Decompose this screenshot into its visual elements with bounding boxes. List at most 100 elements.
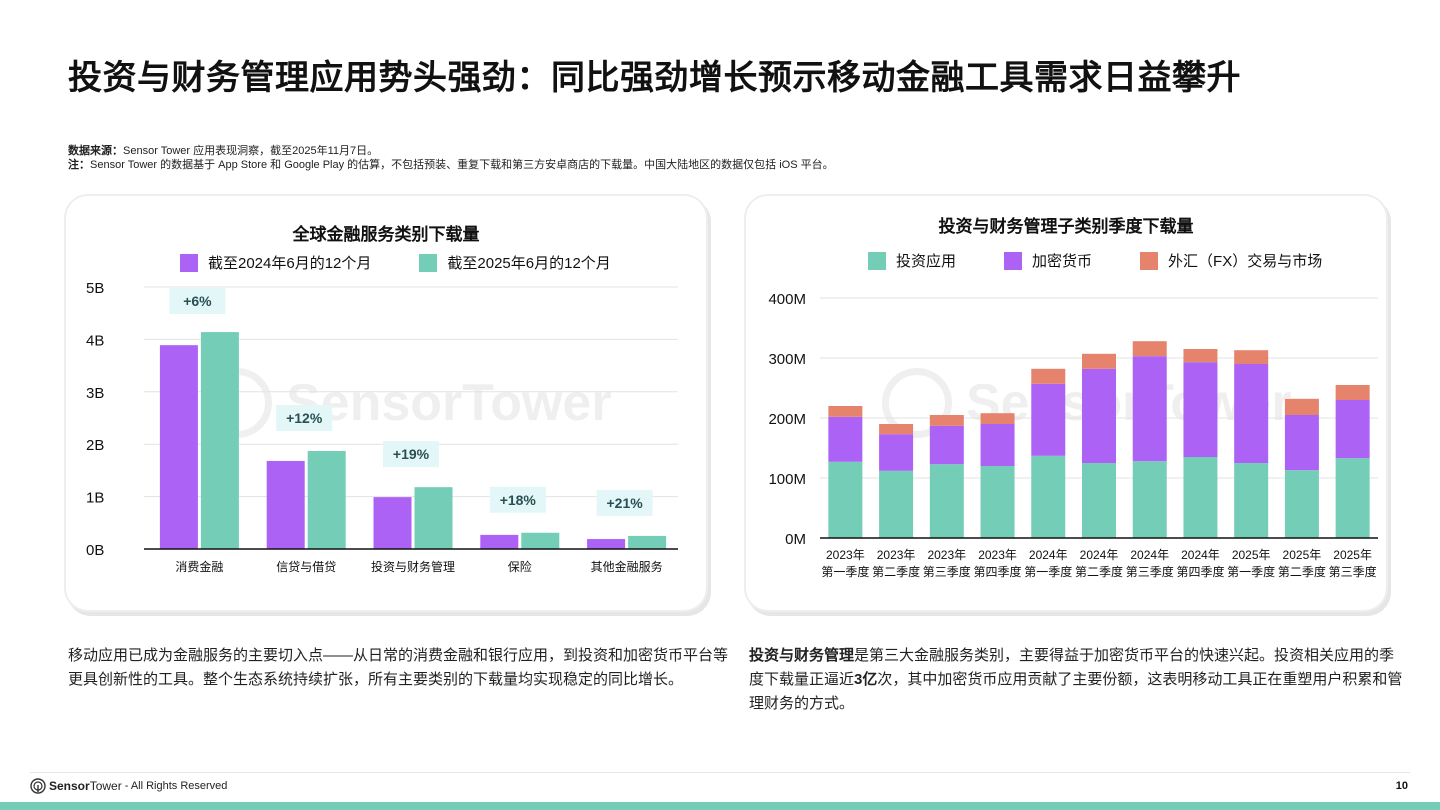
legend-label: 加密货币 bbox=[1032, 253, 1093, 270]
growth-badge bbox=[489, 486, 546, 513]
stacked-bar-segment bbox=[1335, 400, 1370, 459]
y-tick-label: 200M bbox=[768, 411, 806, 428]
stacked-bar-segment bbox=[980, 424, 1015, 466]
left-chart-title: 全球金融服务类别下载量 bbox=[292, 225, 480, 244]
x-tick-year: 2024年 bbox=[1029, 548, 1068, 562]
bar bbox=[480, 534, 519, 549]
left-chart-legend: 截至2024年6月的12个月 截至2025年6月的12个月 bbox=[180, 252, 659, 273]
legend-item-fx: 外汇（FX）交易与市场 bbox=[1140, 250, 1322, 271]
x-tick-label: 投资与财务管理 bbox=[371, 559, 455, 574]
stacked-bar-segment bbox=[1082, 463, 1116, 538]
stacked-bar-segment bbox=[980, 413, 1015, 424]
x-tick-year: 2024年 bbox=[1130, 548, 1169, 562]
x-tick-year: 2025年 bbox=[1283, 548, 1322, 562]
stacked-bar-segment bbox=[1284, 398, 1319, 415]
legend-label: 截至2025年6月的12个月 bbox=[447, 255, 611, 272]
brand-light: Tower bbox=[89, 779, 122, 793]
growth-badge-label: +21% bbox=[606, 495, 643, 511]
stacked-bar-segment bbox=[1132, 461, 1167, 538]
legend-item-2025: 截至2025年6月的12个月 bbox=[419, 252, 611, 273]
legend-swatch-purple bbox=[180, 253, 198, 272]
x-tick-quarter: 第三季度 bbox=[1329, 564, 1377, 579]
x-tick-label: 其他金融服务 bbox=[591, 559, 663, 574]
stacked-bar-segment bbox=[929, 425, 964, 465]
stacked-bar-segment bbox=[1183, 362, 1218, 457]
x-tick-quarter: 第四季度 bbox=[1176, 564, 1224, 579]
stacked-bar-segment bbox=[1031, 368, 1066, 384]
brand-bold: Sensor bbox=[49, 779, 90, 793]
x-tick-year: 2023年 bbox=[927, 548, 966, 562]
footer-accent-bar bbox=[0, 802, 1440, 810]
x-tick-year: 2023年 bbox=[826, 548, 865, 562]
right-text-part1: 是第三大金融服务类别，主要得益于加密货币平台的快速兴起。投资相关应用的季度下载量… bbox=[749, 647, 1395, 688]
stacked-bar-segment bbox=[929, 464, 964, 538]
stacked-bar-segment bbox=[1234, 350, 1269, 364]
source-notes: 数据来源：Sensor Tower 应用表现洞察，截至2025年11月7日。 注… bbox=[68, 144, 834, 172]
stacked-bar-segment bbox=[1082, 353, 1116, 369]
stacked-bar-segment bbox=[828, 406, 863, 417]
stacked-bar-segment bbox=[879, 424, 914, 435]
legend-item-investment: 投资应用 bbox=[868, 250, 956, 271]
bar bbox=[159, 345, 198, 549]
stacked-bar-segment bbox=[1132, 341, 1167, 357]
growth-badge-label: +12% bbox=[286, 410, 323, 426]
y-tick-label: 100M bbox=[768, 471, 806, 488]
stacked-bar-segment bbox=[879, 470, 914, 538]
bar bbox=[628, 535, 667, 549]
page-number: 10 bbox=[1395, 780, 1408, 792]
bar bbox=[373, 497, 412, 549]
stacked-bar-segment bbox=[1082, 368, 1116, 463]
growth-badge bbox=[169, 288, 226, 314]
x-tick-quarter: 第四季度 bbox=[974, 564, 1022, 579]
stacked-bar-segment bbox=[828, 416, 863, 462]
y-tick-label: 3B bbox=[86, 385, 104, 402]
x-tick-label: 保险 bbox=[508, 559, 532, 574]
stacked-bar-segment bbox=[980, 466, 1015, 538]
y-tick-label: 0B bbox=[86, 542, 104, 559]
y-tick-label: 400M bbox=[768, 291, 806, 308]
x-tick-year: 2024年 bbox=[1181, 548, 1220, 562]
right-chart-legend: 投资应用 加密货币 外汇（FX）交易与市场 bbox=[868, 250, 1370, 271]
left-bar-chart: 0B 1B 2B 3B 4B 5B 消费金融 +6% 信贷与借贷 +12% 投资与财务管理 +19% 保… bbox=[86, 280, 678, 574]
x-tick-year: 2024年 bbox=[1080, 548, 1119, 562]
bar bbox=[587, 539, 626, 549]
right-chart-title: 投资与财务管理子类别季度下载量 bbox=[938, 217, 1194, 236]
investment-subcategory-card: SensorTower 投资与财务管理子类别季度下载量 投资应用 加密货币 外汇… bbox=[746, 196, 1386, 610]
x-tick-quarter: 第二季度 bbox=[872, 564, 920, 579]
legend-label: 投资应用 bbox=[896, 253, 957, 270]
bar bbox=[521, 532, 560, 549]
legend-item-crypto: 加密货币 bbox=[1004, 250, 1092, 271]
x-tick-quarter: 第一季度 bbox=[1227, 564, 1275, 579]
legend-swatch-teal bbox=[419, 253, 438, 272]
stacked-bar-segment bbox=[929, 415, 964, 426]
rights-text: - All Rights Reserved bbox=[124, 780, 228, 792]
y-tick-label: 1B bbox=[86, 490, 104, 507]
stacked-bar-segment bbox=[1183, 457, 1218, 538]
y-tick-label: 0M bbox=[785, 531, 806, 548]
x-tick-quarter: 第二季度 bbox=[1278, 564, 1326, 579]
source-label: 数据来源： bbox=[68, 145, 123, 157]
stacked-bar-segment bbox=[1031, 383, 1066, 456]
legend-swatch-salmon bbox=[1140, 251, 1159, 270]
global-finance-downloads-card: SensorTower 全球金融服务类别下载量 截至2024年6月的12个月 截… bbox=[66, 196, 706, 610]
y-tick-label: 5B bbox=[86, 280, 104, 297]
left-description: 移动应用已成为金融服务的主要切入点——从日常的消费金融和银行应用，到投资和加密货… bbox=[68, 647, 729, 688]
stacked-bar-segment bbox=[1284, 415, 1319, 471]
stacked-bar-segment bbox=[1335, 385, 1370, 400]
note-label: 注： bbox=[68, 159, 90, 171]
x-tick-quarter: 第二季度 bbox=[1075, 564, 1123, 579]
growth-badge bbox=[596, 489, 653, 516]
x-tick-label: 消费金融 bbox=[175, 559, 223, 574]
x-tick-label: 信贷与借贷 bbox=[276, 560, 336, 574]
x-tick-year: 2025年 bbox=[1333, 548, 1372, 562]
stacked-bar-segment bbox=[1234, 364, 1269, 463]
x-tick-quarter: 第一季度 bbox=[1024, 564, 1072, 579]
right-text-part2: 次，其中加密货币应用贡献了主要份额，这表明移动工具正在重塑用户积累和管理财务的方… bbox=[749, 671, 1403, 712]
growth-badge-label: +6% bbox=[183, 293, 212, 309]
bar bbox=[266, 460, 305, 549]
footer-brand: Sensor Tower - All Rights Reserved bbox=[30, 778, 227, 794]
growth-badge-label: +18% bbox=[500, 492, 537, 508]
page-title: 投资与财务管理应用势头强劲：同比强劲增长预示移动金融工具需求日益攀升 bbox=[68, 59, 1241, 97]
legend-swatch-purple bbox=[1004, 251, 1023, 270]
y-tick-label: 300M bbox=[768, 351, 806, 368]
